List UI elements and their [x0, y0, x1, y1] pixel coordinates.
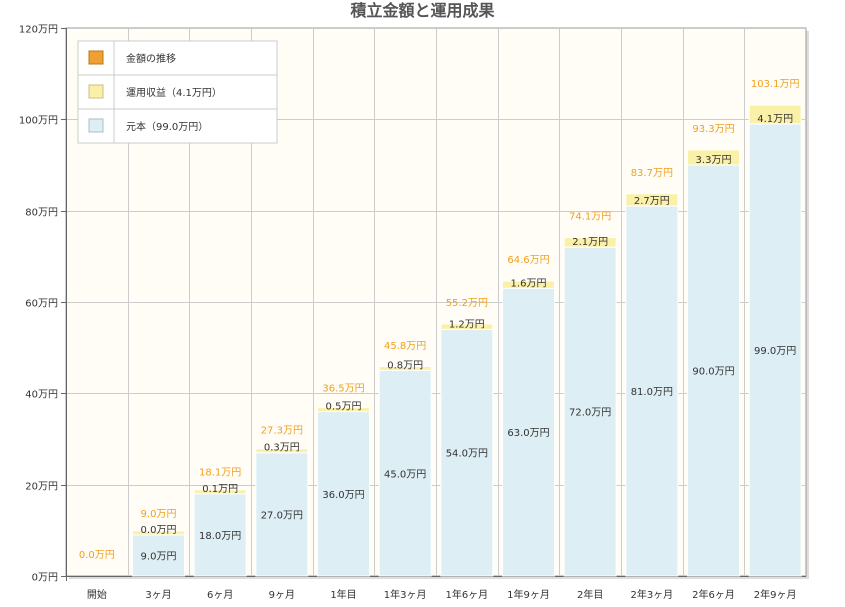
bar-principal[interactable]: [625, 205, 679, 577]
bar-principal[interactable]: [502, 287, 555, 577]
total-data-label: 55.2万円: [446, 298, 488, 309]
legend-label: 運用収益（4.1万円）: [126, 86, 222, 99]
x-tick-label: 2年9ヶ月: [754, 588, 797, 601]
x-tick-label: 1年目: [330, 588, 356, 601]
principal-data-label: 90.0万円: [692, 367, 734, 378]
x-tick-label: 2年6ヶ月: [692, 588, 735, 601]
x-tick-label: 6ヶ月: [207, 589, 233, 601]
bar-principal[interactable]: [748, 123, 802, 577]
total-data-label: 0.0万円: [79, 550, 115, 561]
x-tick-label: 1年9ヶ月: [507, 588, 550, 601]
principal-data-label: 99.0万円: [754, 346, 796, 357]
y-tick-label: 0万円: [32, 573, 58, 584]
principal-data-label: 18.0万円: [199, 531, 241, 542]
bar-return[interactable]: [625, 193, 679, 207]
principal-data-label: 72.0万円: [569, 408, 611, 419]
bar-principal[interactable]: [255, 452, 309, 577]
return-data-label: 0.0万円: [141, 525, 177, 536]
bar-return[interactable]: [563, 237, 617, 248]
total-data-label: 103.1万円: [751, 79, 800, 90]
total-data-label: 27.3万円: [261, 425, 303, 436]
x-tick-label: 1年6ヶ月: [445, 588, 488, 601]
return-data-label: 1.6万円: [511, 278, 547, 289]
total-data-label: 45.8万円: [384, 341, 426, 352]
bar-principal[interactable]: [317, 411, 370, 577]
return-data-label: 4.1万円: [757, 114, 793, 125]
bar-principal[interactable]: [687, 164, 740, 577]
return-data-label: 0.3万円: [264, 443, 300, 454]
bar-principal[interactable]: [378, 370, 432, 577]
y-tick-label: 100万円: [19, 116, 58, 127]
return-data-label: 0.5万円: [326, 402, 362, 413]
legend-label: 元本（99.0万円）: [126, 120, 208, 133]
x-tick-label: 3ヶ月: [145, 589, 171, 601]
return-data-label: 2.1万円: [572, 237, 608, 248]
legend-label: 金額の推移: [126, 52, 176, 65]
principal-data-label: 36.0万円: [322, 490, 364, 501]
y-tick-label: 80万円: [25, 208, 58, 219]
legend-swatch: [88, 118, 104, 133]
x-tick-label: 開始: [87, 588, 107, 601]
y-tick-label: 60万円: [25, 299, 58, 310]
x-tick-label: 2年3ヶ月: [630, 588, 673, 601]
return-data-label: 2.7万円: [634, 196, 670, 207]
bar-principal[interactable]: [440, 328, 494, 577]
chart-title: 積立金額と運用成果: [350, 1, 495, 20]
total-data-label: 83.7万円: [631, 168, 673, 179]
bar-principal[interactable]: [132, 534, 185, 577]
return-data-label: 1.2万円: [449, 319, 485, 330]
bar-return[interactable]: [378, 366, 432, 371]
bar-return[interactable]: [255, 448, 309, 454]
bar-return[interactable]: [748, 104, 802, 125]
y-tick-label: 20万円: [25, 482, 58, 493]
legend-swatch: [88, 50, 104, 65]
legend: [77, 40, 278, 144]
total-data-label: 64.6万円: [507, 255, 549, 266]
bar-return[interactable]: [132, 530, 185, 536]
return-data-label: 3.3万円: [696, 155, 732, 166]
total-data-label: 36.5万円: [322, 383, 364, 394]
principal-data-label: 54.0万円: [446, 449, 488, 460]
bar-return[interactable]: [193, 489, 247, 495]
return-data-label: 0.1万円: [202, 484, 238, 495]
principal-data-label: 81.0万円: [631, 387, 673, 398]
bar-return[interactable]: [440, 323, 494, 330]
bar-return[interactable]: [317, 407, 370, 413]
y-tick-label: 40万円: [25, 390, 58, 401]
total-data-label: 74.1万円: [569, 212, 611, 223]
return-data-label: 0.8万円: [387, 361, 423, 372]
bar-return[interactable]: [687, 149, 740, 166]
total-data-label: 93.3万円: [692, 124, 734, 135]
total-data-label: 9.0万円: [141, 509, 177, 520]
x-tick-label: 2年目: [577, 588, 603, 601]
total-data-label: 18.1万円: [199, 467, 241, 478]
x-tick-label: 9ヶ月: [269, 589, 295, 601]
legend-swatch: [88, 84, 104, 99]
principal-data-label: 45.0万円: [384, 469, 426, 480]
principal-data-label: 63.0万円: [507, 428, 549, 439]
y-tick-label: 120万円: [19, 25, 58, 36]
x-tick-label: 1年3ヶ月: [384, 588, 427, 601]
bar-return[interactable]: [502, 280, 555, 289]
bar-principal[interactable]: [563, 246, 617, 577]
principal-data-label: 27.0万円: [261, 510, 303, 521]
principal-data-label: 9.0万円: [141, 551, 177, 562]
